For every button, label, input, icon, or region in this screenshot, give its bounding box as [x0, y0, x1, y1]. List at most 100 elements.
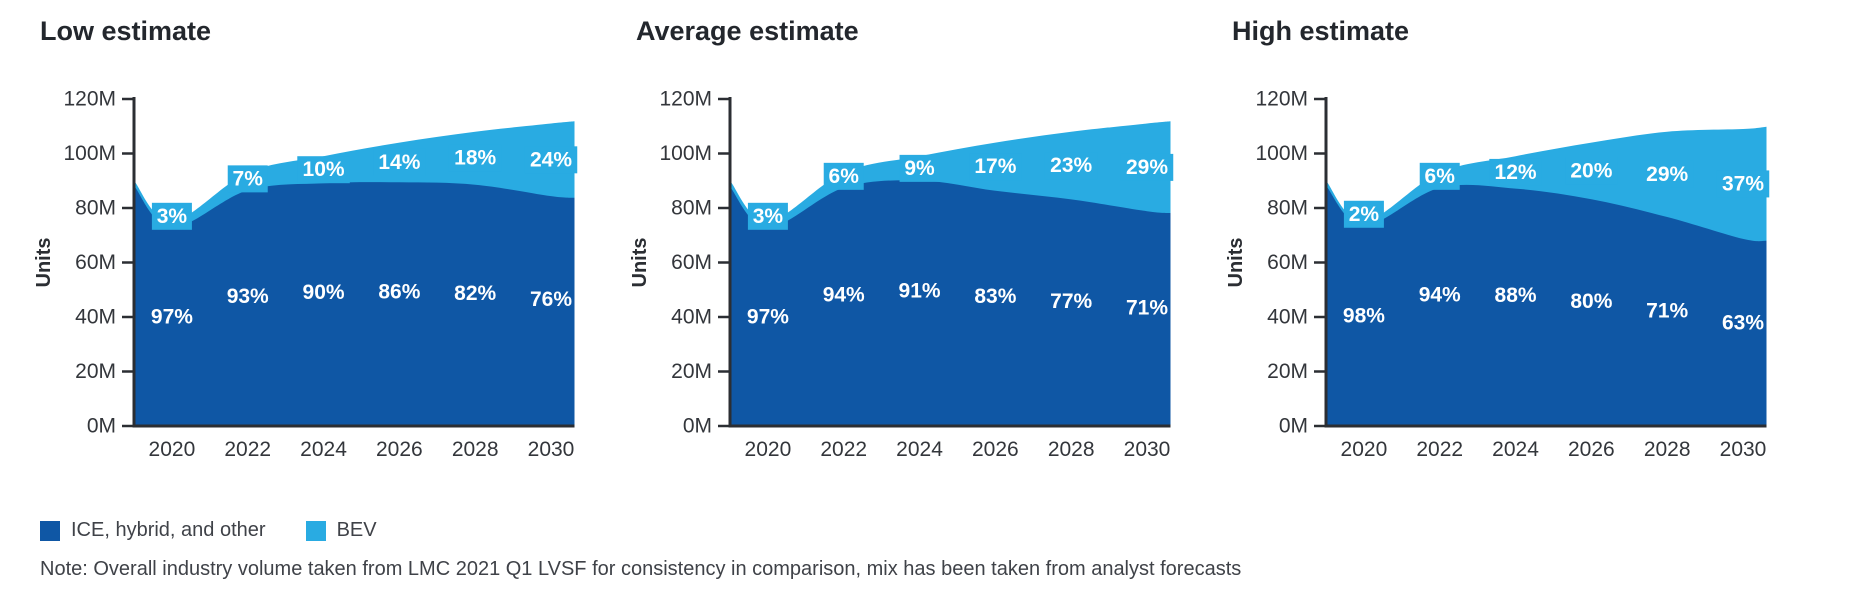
axes: 0M 20M 40M 60M 80M 100M 120M 2020 2022 2024 2026 20… — [34, 88, 575, 461]
y-tick-label: 80M — [671, 197, 712, 220]
x-tick-label: 2028 — [1048, 438, 1095, 461]
bev-label-box — [448, 144, 502, 172]
ice-pct-label: 83% — [974, 285, 1016, 308]
bev-label-box — [1489, 158, 1542, 186]
x-tick-label: 2022 — [820, 438, 867, 461]
x-tick-label: 2022 — [1416, 438, 1463, 461]
ice-pct-label: 77% — [1050, 290, 1092, 313]
chart-canvas-low: 0M 20M 40M 60M 80M 100M 120M 2020 2022 2024 2026 20… — [34, 88, 578, 461]
bev-label-box — [747, 202, 788, 230]
y-tick-label: 20M — [671, 360, 712, 383]
bev-label-box — [899, 154, 940, 182]
bev-pct-label: 7% — [233, 167, 264, 190]
legend-swatch-ice — [40, 520, 60, 541]
legend-label-bev: BEV — [336, 519, 377, 541]
y-axis-title: Units — [34, 238, 55, 288]
x-tick-label: 2024 — [1492, 438, 1539, 461]
chart-title-low: Low estimate — [40, 16, 212, 46]
y-tick-label: 40M — [671, 306, 712, 329]
chart-canvas-high: 0M 20M 40M 60M 80M 100M 120M 2020 2022 2024 2026 20… — [1226, 88, 1770, 461]
ice-pct-label: 71% — [1646, 300, 1688, 323]
ice-pct-label: 80% — [1570, 290, 1612, 313]
y-tick-label: 20M — [75, 360, 116, 383]
ice-pct-label: 94% — [823, 283, 865, 306]
bev-pct-label: 3% — [157, 205, 188, 228]
x-tick-label: 2028 — [1644, 438, 1691, 461]
bev-pct-label: 20% — [1570, 159, 1612, 182]
y-tick-label: 0M — [1279, 415, 1308, 438]
x-tick-label: 2030 — [1720, 438, 1767, 461]
ice-area — [730, 180, 1171, 426]
x-tick-label: 2020 — [745, 438, 792, 461]
legend-swatch-bev — [305, 520, 326, 541]
ev-mix-forecast-figure: Low estimate 0M 20M 40M 60M 80M 100M 120M 2020 2… — [34, 10, 1874, 580]
bev-pct-label: 12% — [1495, 161, 1537, 184]
bev-label-box — [151, 202, 192, 230]
ice-pct-label: 94% — [1419, 283, 1461, 306]
chart-title-high: High estimate — [1232, 16, 1410, 46]
chart-average-estimate: Average estimate 0M 20M 40M 60M 80M 100M 120M 2… — [630, 10, 1226, 469]
bev-pct-label: 3% — [753, 205, 784, 228]
ice-pct-label: 91% — [899, 279, 941, 302]
bev-label-box — [1120, 153, 1174, 181]
bev-label-box — [1716, 170, 1770, 198]
x-tick-label: 2024 — [896, 438, 943, 461]
x-tick-label: 2026 — [1568, 438, 1615, 461]
y-tick-label: 40M — [1267, 306, 1308, 329]
pct-labels: 97% 3% 94% 6% 91% 9% 83% 17% 77% 23% 71% 29% — [747, 152, 1174, 328]
bev-pct-label: 2% — [1349, 203, 1380, 226]
axes: 0M 20M 40M 60M 80M 100M 120M 2020 2022 2024 2026 20… — [1226, 88, 1767, 461]
y-tick-label: 60M — [1267, 251, 1308, 274]
legend-label-ice: ICE, hybrid, and other — [71, 519, 266, 541]
y-tick-label: 80M — [75, 197, 116, 220]
ice-pct-label: 63% — [1722, 312, 1764, 335]
x-tick-label: 2020 — [1341, 438, 1388, 461]
ice-pct-label: 86% — [378, 280, 420, 303]
ice-pct-label: 97% — [151, 305, 193, 328]
bev-label-box — [1044, 152, 1098, 180]
ice-pct-label: 98% — [1343, 304, 1385, 327]
bev-label-box — [1640, 160, 1694, 188]
bev-label-box — [227, 165, 268, 193]
legend-item-ice: ICE, hybrid, and other — [40, 519, 266, 542]
x-tick-label: 2030 — [528, 438, 575, 461]
legend-item-bev: BEV — [305, 519, 377, 542]
y-tick-label: 120M — [63, 88, 116, 111]
y-tick-label: 120M — [1255, 88, 1308, 111]
bev-pct-label: 24% — [530, 148, 572, 171]
chart-low-estimate: Low estimate 0M 20M 40M 60M 80M 100M 120M 2020 2… — [34, 10, 630, 469]
bev-pct-label: 23% — [1050, 154, 1092, 177]
y-tick-label: 120M — [659, 88, 712, 111]
bev-pct-label: 29% — [1126, 156, 1168, 179]
source-note: Note: Overall industry volume taken from… — [40, 558, 1242, 580]
x-tick-label: 2026 — [972, 438, 1019, 461]
chart-high-estimate: High estimate 0M 20M 40M 60M 80M 100M 120M 2020… — [1226, 10, 1822, 469]
y-tick-label: 60M — [75, 251, 116, 274]
y-tick-label: 0M — [683, 415, 712, 438]
y-tick-label: 100M — [659, 142, 712, 165]
x-tick-label: 2028 — [452, 438, 499, 461]
chart-title-average: Average estimate — [636, 16, 859, 46]
ice-pct-label: 97% — [747, 305, 789, 328]
ice-pct-label: 88% — [1495, 284, 1537, 307]
pct-labels: 98% 2% 94% 6% 88% 12% 80% 20% 71% 29% 63% 37% — [1343, 157, 1770, 335]
y-axis-title: Units — [1226, 238, 1247, 288]
chart-canvas-average: 0M 20M 40M 60M 80M 100M 120M 2020 2022 2024 2026 20… — [630, 88, 1174, 461]
bev-pct-label: 14% — [378, 151, 420, 174]
ice-pct-label: 93% — [227, 285, 269, 308]
bev-label-box — [969, 153, 1022, 181]
bev-pct-label: 10% — [303, 158, 345, 181]
bev-label-box — [1343, 200, 1384, 228]
bev-pct-label: 9% — [904, 157, 935, 180]
bev-label-box — [373, 148, 426, 176]
charts-row: Low estimate 0M 20M 40M 60M 80M 100M 120M 2020 2… — [34, 10, 1874, 469]
y-tick-label: 0M — [87, 415, 116, 438]
bev-pct-label: 17% — [974, 155, 1016, 178]
x-tick-label: 2020 — [149, 438, 196, 461]
bev-pct-label: 6% — [1425, 165, 1456, 188]
bev-label-box — [823, 162, 864, 190]
x-tick-label: 2026 — [376, 438, 423, 461]
bev-label-box — [524, 146, 578, 174]
x-tick-label: 2030 — [1124, 438, 1171, 461]
ice-area — [134, 182, 575, 426]
